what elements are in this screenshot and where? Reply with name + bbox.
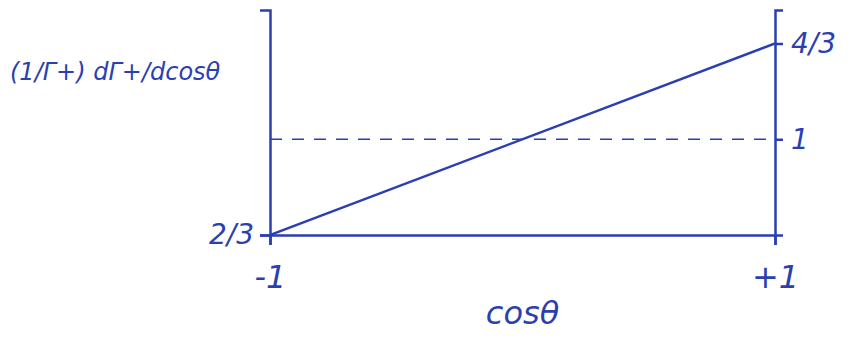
series-line xyxy=(270,139,775,141)
tick: 4/3 xyxy=(775,27,836,60)
tick-label: 2/3 xyxy=(209,218,254,251)
tick: +1 xyxy=(752,235,799,296)
tick-label: 4/3 xyxy=(791,27,836,60)
tick: 2/3 xyxy=(209,218,270,251)
y-axis-title: (1/Γ+) dΓ+/dcosθ xyxy=(10,58,221,86)
y2-axis-line xyxy=(776,11,784,236)
tick-mark xyxy=(775,43,783,46)
x-axis-title: cosθ xyxy=(486,294,559,332)
x-axis-line xyxy=(271,236,776,246)
tick-label: -1 xyxy=(255,258,287,296)
tick-label: 1 xyxy=(791,123,809,156)
tick-label: +1 xyxy=(752,258,799,296)
chart: -1 +1 2/3 1 4/3 cosθ (1/Γ+) dΓ+/dcosθ xyxy=(0,0,867,338)
tick: -1 xyxy=(255,235,287,296)
plot-area xyxy=(270,44,775,235)
x-axis: -1 +1 xyxy=(255,235,800,296)
tick-mark xyxy=(775,139,783,142)
y-axis: 2/3 xyxy=(209,11,271,252)
y-axis-line xyxy=(260,11,271,236)
tick: 1 xyxy=(775,123,809,156)
series-line xyxy=(270,44,775,235)
tick-mark xyxy=(260,234,270,237)
y2-axis: 1 4/3 xyxy=(775,11,836,236)
